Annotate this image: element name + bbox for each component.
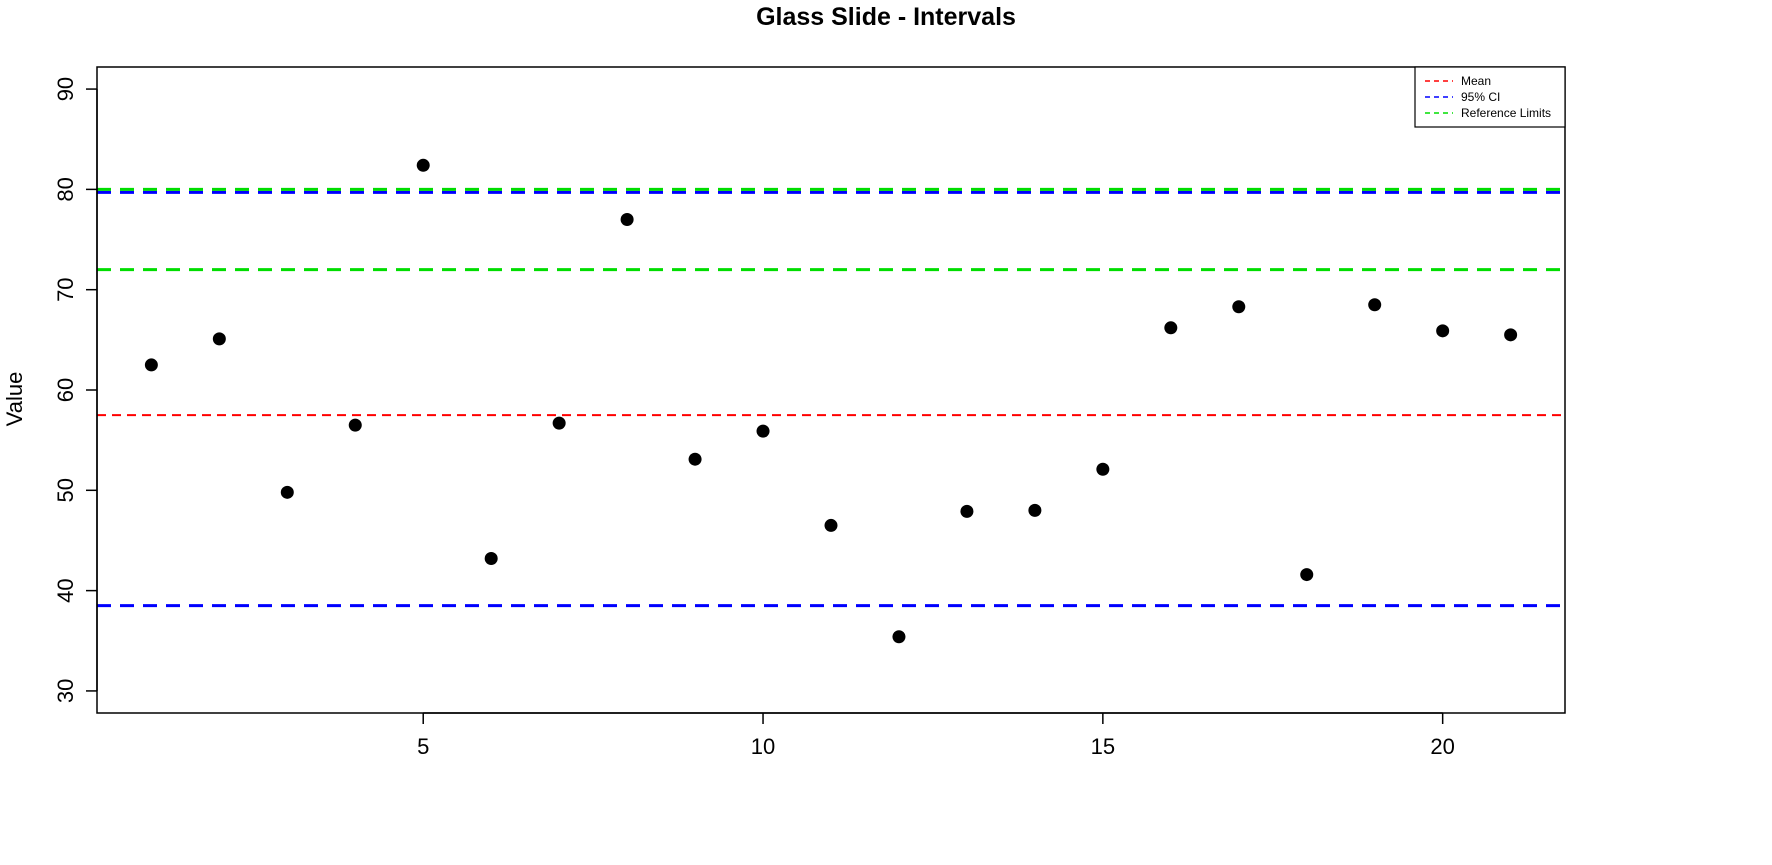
data-point — [416, 158, 430, 172]
data-point — [892, 630, 906, 644]
data-point — [212, 332, 226, 346]
data-point — [1504, 328, 1518, 342]
y-tick-label: 50 — [53, 478, 78, 502]
y-tick-label: 60 — [53, 378, 78, 402]
data-point — [620, 212, 634, 226]
plot-frame — [96, 66, 1566, 714]
x-tick-label: 15 — [1091, 734, 1115, 759]
data-point — [1164, 321, 1178, 335]
x-tick-label: 5 — [417, 734, 429, 759]
legend-label: Reference Limits — [1461, 106, 1551, 120]
data-point — [280, 485, 294, 499]
data-point — [960, 504, 974, 518]
data-point — [824, 518, 838, 532]
legend: Mean 95% CI Reference Limits — [1414, 66, 1566, 128]
data-point — [1368, 298, 1382, 312]
data-point — [1028, 503, 1042, 517]
x-tick-label: 20 — [1430, 734, 1454, 759]
data-point — [1436, 324, 1450, 338]
data-point — [348, 418, 362, 432]
data-point — [552, 416, 566, 430]
data-point — [484, 552, 498, 566]
x-tick-label: 10 — [751, 734, 775, 759]
chart-title: Glass Slide - Intervals — [756, 3, 1016, 31]
data-point — [144, 358, 158, 372]
y-tick-label: 90 — [53, 77, 78, 101]
legend-label: 95% CI — [1461, 90, 1500, 104]
data-point — [756, 424, 770, 438]
data-point — [1300, 568, 1314, 582]
legend-label: Mean — [1461, 74, 1491, 88]
data-point — [1232, 300, 1246, 314]
y-tick-label: 80 — [53, 177, 78, 201]
data-point — [1096, 462, 1110, 476]
reference-lines — [97, 187, 1565, 608]
y-axis-label: Value — [2, 372, 27, 427]
y-tick-label: 70 — [53, 277, 78, 301]
data-point — [688, 452, 702, 466]
y-tick-label: 30 — [53, 679, 78, 703]
axes: 5 10 15 20 30 40 50 60 70 80 90 — [53, 77, 1455, 759]
legend-box — [1414, 66, 1566, 128]
data-points — [144, 158, 1518, 644]
y-tick-label: 40 — [53, 578, 78, 602]
